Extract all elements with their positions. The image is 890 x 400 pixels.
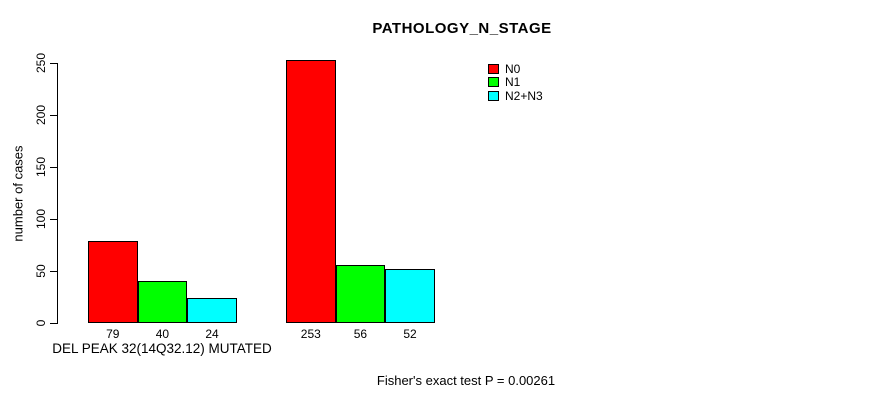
bar-value-label: 79 <box>106 327 120 341</box>
bar-n0-group2 <box>286 59 336 323</box>
bar-value-label: 52 <box>403 327 417 341</box>
y-tick-mark <box>50 167 57 168</box>
bar-n1-group1 <box>137 281 188 323</box>
y-tick-label: 150 <box>34 156 48 178</box>
y-tick-label: 0 <box>34 319 48 327</box>
legend-item: N1 <box>488 75 543 90</box>
bar-value-label: 24 <box>205 327 219 341</box>
y-tick-mark <box>50 219 57 220</box>
legend: N0 N1 N2+N3 <box>488 62 543 103</box>
bar-value-label: 40 <box>155 327 170 341</box>
bar-n2-n3-group2 <box>385 268 435 323</box>
legend-swatch <box>488 90 499 101</box>
y-axis-line <box>57 63 58 324</box>
bar-value-label: 56 <box>353 327 368 341</box>
y-tick-mark <box>50 115 57 116</box>
y-tick-label: 100 <box>34 208 48 230</box>
y-tick-label: 250 <box>34 52 48 74</box>
footnote: Fisher's exact test P = 0.00261 <box>376 373 556 388</box>
y-tick-mark <box>50 63 57 64</box>
legend-swatch <box>488 77 499 88</box>
bar-n1-group2 <box>335 264 386 323</box>
bar-n0-group1 <box>88 240 138 323</box>
y-tick-label: 50 <box>34 264 48 278</box>
legend-label: N2+N3 <box>505 88 543 103</box>
chart-title: PATHOLOGY_N_STAGE <box>372 20 552 37</box>
legend-swatch <box>488 63 499 74</box>
y-tick-mark <box>50 323 57 324</box>
bar-value-label: 253 <box>300 327 321 341</box>
legend-item: N0 <box>488 62 543 76</box>
legend-label: N1 <box>505 75 521 90</box>
legend-label: N0 <box>505 61 521 76</box>
bar-n2-n3-group1 <box>187 298 237 323</box>
y-axis-label: number of cases <box>10 145 26 242</box>
x-axis-label: DEL PEAK 32(14Q32.12) MUTATED <box>52 341 272 356</box>
legend-item: N2+N3 <box>488 89 543 103</box>
y-tick-mark <box>50 271 57 272</box>
y-tick-label: 200 <box>34 104 48 126</box>
